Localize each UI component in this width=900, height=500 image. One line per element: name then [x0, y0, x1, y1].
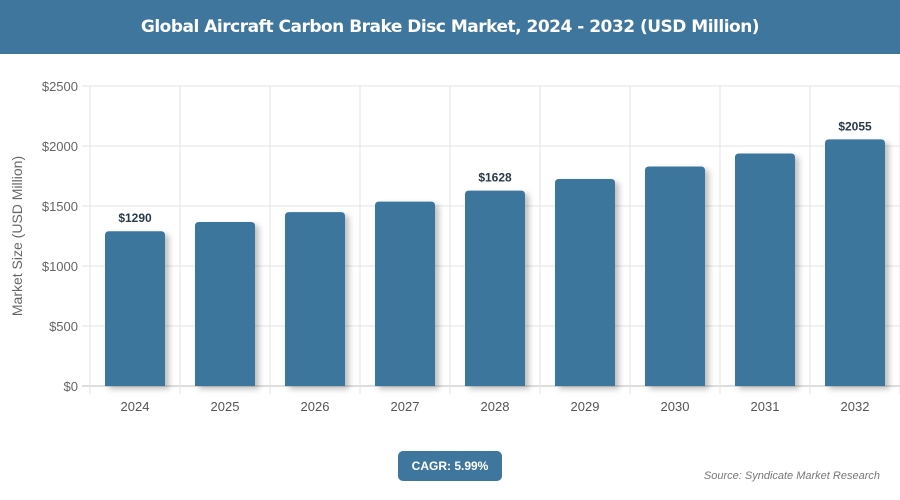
bar-2028: [465, 190, 525, 386]
bar-2026: [285, 212, 345, 386]
y-tick-label: $1500: [42, 199, 78, 214]
chart-title: Global Aircraft Carbon Brake Disc Market…: [0, 0, 900, 54]
x-tick-label: 2030: [661, 399, 690, 414]
x-tick-label: 2026: [301, 399, 330, 414]
x-tick-label: 2024: [121, 399, 150, 414]
bar-2029: [555, 179, 615, 386]
source-note: Source: Syndicate Market Research: [703, 470, 880, 482]
data-label: $1628: [478, 171, 512, 185]
bar-2032: [825, 139, 885, 386]
y-tick-label: $2000: [42, 139, 78, 154]
bar-2030: [645, 166, 705, 386]
x-tick-label: 2028: [481, 399, 510, 414]
bar-2027: [375, 201, 435, 386]
x-tick-label: 2029: [571, 399, 600, 414]
x-tick-label: 2031: [751, 399, 780, 414]
y-axis-label: Market Size (USD Million): [9, 156, 25, 316]
bar-2031: [735, 153, 795, 386]
y-tick-label: $0: [64, 379, 78, 394]
x-tick-label: 2027: [391, 399, 420, 414]
bar-chart: $0 $500 $1000 $1500 $2000 $2500 Market Size (U…: [9, 79, 900, 414]
y-tick-label: $1000: [42, 259, 78, 274]
x-tick-label: 2025: [211, 399, 240, 414]
bar-2025: [195, 221, 255, 386]
y-tick-label: $2500: [42, 79, 78, 94]
data-label: $2055: [838, 119, 872, 133]
bar-2024: [105, 231, 165, 386]
data-label: $1290: [118, 211, 152, 225]
x-tick-label: 2032: [841, 399, 870, 414]
y-tick-label: $500: [49, 319, 78, 334]
cagr-badge: CAGR: 5.99%: [398, 451, 502, 481]
